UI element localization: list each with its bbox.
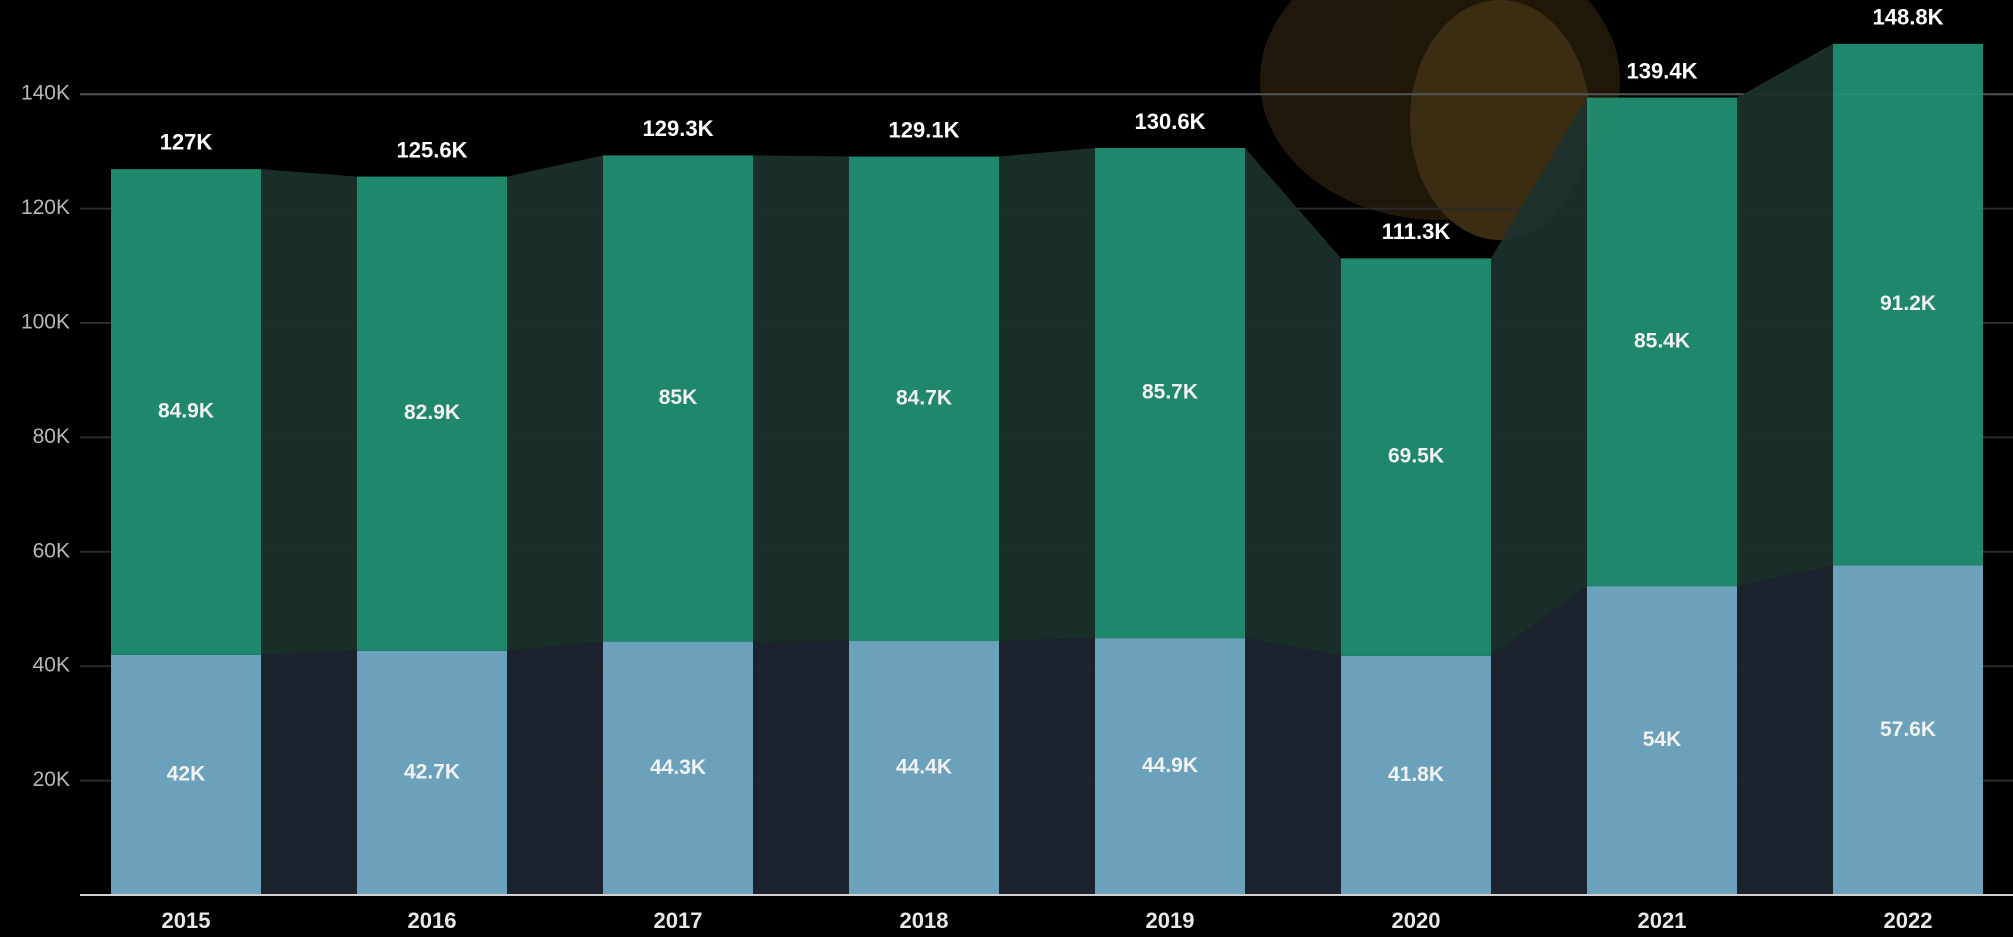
connector-area (261, 169, 357, 655)
bar-segment (1833, 565, 1983, 895)
connector-area (1491, 586, 1587, 895)
x-tick-label: 2015 (162, 908, 211, 933)
connector-area (753, 641, 849, 895)
connector-area (261, 650, 357, 895)
connector-area (1245, 638, 1341, 895)
bar-segment (849, 641, 999, 895)
value-label: 41.8K (1388, 763, 1444, 786)
value-label: 44.3K (650, 756, 706, 779)
value-label: 91.2K (1880, 292, 1936, 315)
x-tick-label: 2020 (1392, 908, 1441, 933)
connector-area (1737, 43, 1833, 587)
total-label: 130.6K (1135, 109, 1206, 134)
y-tick-label: 120K (21, 196, 70, 219)
bar-segment (111, 169, 261, 655)
connector-area (1245, 147, 1341, 656)
value-label: 42.7K (404, 760, 460, 783)
y-tick-label: 40K (33, 654, 70, 677)
x-tick-label: 2016 (408, 908, 457, 933)
total-label: 139.4K (1627, 58, 1698, 83)
value-label: 82.9K (404, 401, 460, 424)
bar-segment (357, 650, 507, 895)
value-label: 44.4K (896, 756, 952, 779)
value-label: 69.5K (1388, 445, 1444, 468)
bar-segment (603, 641, 753, 895)
x-tick-label: 2022 (1884, 908, 1933, 933)
connector-area (999, 638, 1095, 895)
connector-area (1737, 565, 1833, 895)
value-label: 54K (1643, 728, 1682, 751)
bar-segment (849, 156, 999, 642)
x-tick-label: 2019 (1146, 908, 1195, 933)
value-label: 85.7K (1142, 381, 1198, 404)
connector-area (507, 641, 603, 895)
y-tick-label: 140K (21, 82, 70, 105)
bar-segment (111, 654, 261, 895)
connector-area (999, 147, 1095, 642)
bar-segment (1833, 43, 1983, 566)
bar-segment (357, 176, 507, 651)
total-label: 129.3K (643, 116, 714, 141)
bar-segment (1095, 638, 1245, 895)
value-label: 85K (659, 386, 698, 409)
total-label: 125.6K (397, 137, 468, 162)
total-label: 129.1K (889, 117, 960, 142)
x-tick-label: 2021 (1638, 908, 1687, 933)
total-label: 127K (160, 129, 213, 154)
connector-area (507, 155, 603, 651)
total-label: 111.3K (1382, 219, 1451, 244)
y-tick-label: 60K (33, 539, 70, 562)
bar-segment (1587, 586, 1737, 895)
connector-area (1491, 97, 1587, 656)
value-label: 84.7K (896, 386, 952, 409)
y-tick-label: 100K (21, 311, 70, 334)
bar-segment (1341, 655, 1491, 895)
bar-segment (1095, 147, 1245, 639)
bar-segment (603, 155, 753, 642)
value-label: 44.9K (1142, 754, 1198, 777)
value-label: 57.6K (1880, 718, 1936, 741)
x-tick-label: 2017 (654, 908, 703, 933)
value-label: 85.4K (1634, 329, 1690, 352)
y-tick-label: 20K (33, 768, 70, 791)
value-label: 84.9K (158, 399, 214, 422)
x-tick-label: 2018 (900, 908, 949, 933)
y-tick-label: 80K (33, 425, 70, 448)
bar-segment (1587, 97, 1737, 587)
total-label: 148.8K (1873, 5, 1944, 30)
bar-segment (1341, 258, 1491, 656)
connector-area (753, 155, 849, 642)
value-label: 42K (167, 762, 206, 785)
